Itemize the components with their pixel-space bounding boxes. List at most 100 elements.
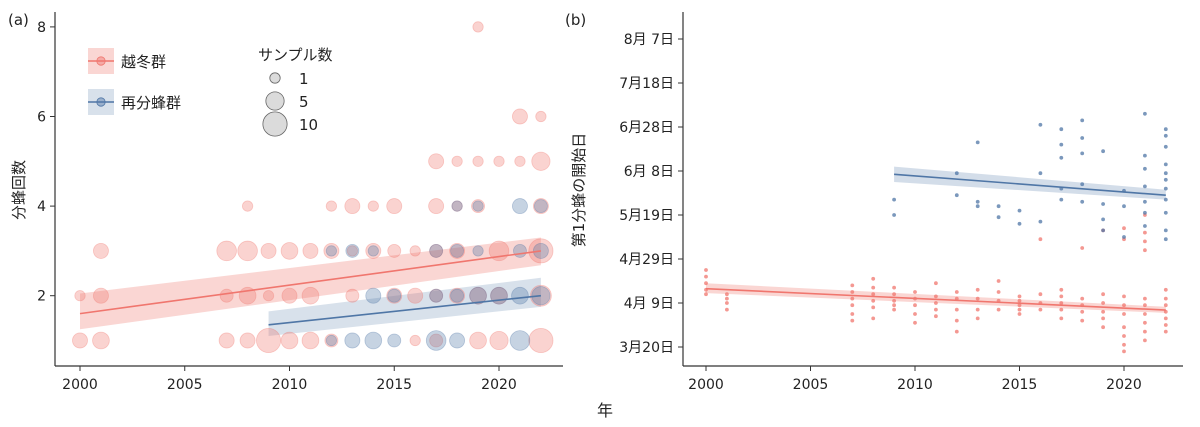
data-point-repeat [325, 334, 337, 347]
data-point-overwinter [409, 334, 421, 347]
data-point-repeat [1163, 171, 1168, 176]
data-point-repeat [1080, 151, 1085, 156]
data-point-repeat [1163, 133, 1168, 138]
data-point-overwinter [704, 292, 708, 297]
data-point-overwinter [429, 243, 444, 258]
data-point-overwinter [471, 199, 485, 214]
data-point-repeat [387, 288, 402, 303]
data-point-overwinter [934, 294, 938, 299]
data-point-overwinter [892, 303, 896, 308]
data-point-repeat [511, 286, 529, 305]
data-point-repeat [425, 330, 447, 351]
data-point-overwinter [216, 240, 237, 262]
data-point-repeat [365, 287, 382, 304]
data-point-repeat [996, 204, 1001, 209]
data-point-overwinter [913, 320, 917, 325]
data-point-overwinter [528, 327, 554, 354]
data-point-overwinter [346, 245, 358, 257]
data-point-overwinter [1143, 320, 1147, 325]
data-point-repeat [1143, 210, 1147, 215]
data-point-overwinter [850, 312, 855, 316]
data-point-repeat [533, 199, 548, 214]
data-point-overwinter [386, 287, 403, 304]
data-point-overwinter [428, 153, 445, 170]
data-point-overwinter [871, 292, 876, 297]
data-point-overwinter [934, 281, 938, 286]
size-legend-label: 5 [299, 93, 309, 111]
size-legend-circle [269, 72, 281, 84]
y-tick-label: 2 [37, 289, 46, 305]
data-point-repeat [1038, 219, 1043, 224]
data-point-overwinter [301, 286, 320, 305]
data-point-repeat [1080, 199, 1085, 204]
data-point-overwinter [1080, 246, 1085, 250]
data-point-repeat [367, 245, 379, 257]
confidence-band-repeat [268, 277, 541, 337]
data-point-repeat [975, 140, 980, 145]
data-point-overwinter [449, 287, 466, 304]
data-point-overwinter [1101, 325, 1105, 330]
data-point-repeat [429, 288, 444, 303]
data-point-overwinter [472, 155, 484, 167]
data-point-repeat [1163, 237, 1168, 242]
y-tick-label: 6月28日 [619, 120, 674, 136]
data-point-repeat [325, 245, 337, 257]
data-point-repeat [1122, 204, 1126, 209]
y-tick-label: 5月19日 [619, 208, 674, 224]
data-point-overwinter [302, 242, 319, 259]
data-point-overwinter [1122, 325, 1126, 330]
data-point-overwinter [1059, 287, 1064, 292]
data-point-overwinter [1163, 309, 1168, 314]
data-point-overwinter [704, 268, 708, 272]
data-point-overwinter [449, 242, 466, 259]
size-legend-circle [265, 91, 285, 111]
x-tick-label: 2020 [481, 377, 517, 393]
data-point-overwinter [913, 303, 917, 308]
panel-a-trend-lines [79, 250, 542, 326]
data-point-overwinter [996, 307, 1001, 312]
data-point-repeat [892, 197, 896, 202]
data-point-overwinter [1163, 323, 1168, 327]
data-point-repeat [1163, 144, 1168, 149]
data-point-overwinter [1101, 301, 1105, 305]
data-point-overwinter [1122, 294, 1126, 299]
data-point-repeat [1038, 171, 1043, 176]
data-point-overwinter [1122, 303, 1126, 308]
data-point-overwinter [954, 290, 959, 294]
data-point-repeat [1163, 127, 1168, 132]
data-point-overwinter [1122, 342, 1126, 347]
data-point-overwinter [704, 281, 708, 286]
data-point-overwinter [996, 290, 1001, 294]
data-point-overwinter [1080, 318, 1085, 323]
data-point-overwinter [1143, 338, 1147, 343]
data-point-overwinter [1163, 296, 1168, 301]
data-point-overwinter [493, 155, 505, 167]
data-point-overwinter [1059, 301, 1064, 305]
data-point-overwinter [1017, 294, 1022, 299]
data-point-repeat [1080, 136, 1085, 140]
data-point-overwinter [93, 287, 109, 304]
data-point-repeat [1163, 197, 1168, 202]
legend-label-overwinter: 越冬群 [121, 53, 166, 71]
data-point-overwinter [871, 298, 876, 303]
data-point-overwinter [954, 318, 959, 323]
data-point-overwinter [913, 290, 917, 294]
data-point-overwinter [1163, 329, 1168, 334]
y-tick-label: 6 [37, 110, 46, 126]
data-point-repeat [954, 193, 959, 198]
size-legend-title: サンプル数 [258, 46, 333, 64]
data-point-overwinter [325, 200, 337, 212]
data-point-repeat [450, 288, 465, 303]
data-point-overwinter [850, 318, 855, 323]
data-point-repeat [1163, 228, 1168, 233]
data-point-repeat [892, 213, 896, 217]
data-point-overwinter [242, 200, 254, 212]
data-point-overwinter [531, 151, 551, 171]
data-point-overwinter [1038, 237, 1043, 242]
data-point-repeat [429, 243, 444, 258]
data-point-repeat [1017, 208, 1022, 213]
data-point-repeat [975, 199, 980, 204]
legend-key-dot-repeat [96, 97, 106, 107]
data-point-overwinter [850, 290, 855, 294]
y-tick-label: 8月 7日 [624, 32, 674, 48]
